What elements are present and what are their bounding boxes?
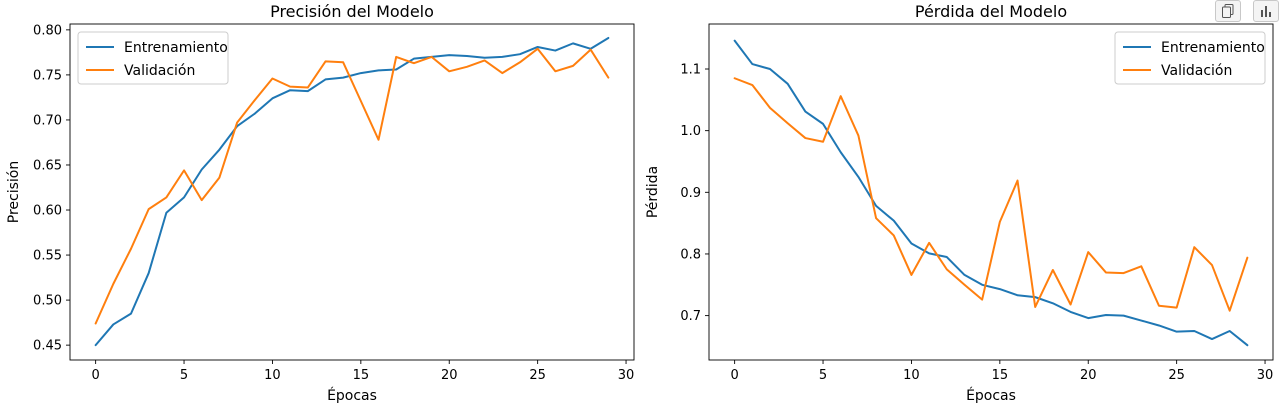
y-tick-label: 0.65 xyxy=(33,158,62,173)
chart-1: Precisión del Modelo 0 5 10 15 20 25 30 0.45 0.50… xyxy=(6,2,635,404)
y-tick-label: 0.80 xyxy=(33,23,62,38)
y-tick-label: 1.1 xyxy=(680,63,701,78)
legend-box xyxy=(1114,31,1266,85)
y-tick-label: 0.7 xyxy=(680,309,701,324)
y-tick-label: 1.0 xyxy=(680,124,701,139)
legend-label: Validación xyxy=(124,63,195,79)
copy-icon xyxy=(1222,4,1234,18)
legend: Entrenamiento Validación xyxy=(77,31,229,85)
x-tick-label: 20 xyxy=(441,368,458,383)
x-tick-label: 0 xyxy=(730,368,738,383)
legend-label: Validación xyxy=(1161,63,1232,79)
x-tick-label: 30 xyxy=(618,368,635,383)
y-tick-label: 0.70 xyxy=(33,113,62,128)
x-axis-label: Épocas xyxy=(327,387,377,404)
y-tick-label: 0.75 xyxy=(33,68,62,83)
series-line-validacion xyxy=(733,77,1249,312)
legend-box xyxy=(77,31,229,85)
x-axis-label: Épocas xyxy=(966,387,1016,404)
y-axis-label: Pérdida xyxy=(645,166,661,218)
chart-title: Pérdida del Modelo xyxy=(915,2,1067,21)
legend-label: Entrenamiento xyxy=(1161,40,1265,56)
legend: Entrenamiento Validación xyxy=(1114,31,1266,85)
plot-frame xyxy=(69,23,635,361)
x-tick-label: 5 xyxy=(180,368,188,383)
y-tick-label: 0.60 xyxy=(33,204,62,219)
series-line-entrenamiento xyxy=(94,36,610,347)
x-tick-label: 30 xyxy=(1257,368,1274,383)
x-tick-label: 25 xyxy=(1168,368,1185,383)
y-tick-label: 0.9 xyxy=(680,186,701,201)
y-tick-label: 0.45 xyxy=(33,339,62,354)
x-tick-label: 20 xyxy=(1080,368,1097,383)
bar-chart-icon xyxy=(1261,6,1271,17)
y-tick-label: 0.50 xyxy=(33,294,62,309)
y-axis-label: Precisión xyxy=(6,161,22,223)
x-tick-label: 15 xyxy=(353,368,370,383)
x-tick-label: 15 xyxy=(992,368,1009,383)
series-line-entrenamiento xyxy=(733,39,1249,347)
x-tick-label: 25 xyxy=(529,368,546,383)
legend-label: Entrenamiento xyxy=(124,40,228,56)
chart-button[interactable] xyxy=(1253,0,1279,22)
x-tick-label: 10 xyxy=(264,368,281,383)
chart-title: Precisión del Modelo xyxy=(270,2,434,21)
x-tick-label: 0 xyxy=(91,368,99,383)
y-tick-label: 0.8 xyxy=(680,247,701,262)
y-tick-label: 0.55 xyxy=(33,249,62,264)
x-tick-label: 10 xyxy=(903,368,920,383)
copy-button[interactable] xyxy=(1215,0,1241,22)
series-line-validacion xyxy=(94,47,610,325)
chart-2: Pérdida del Modelo 0 5 10 15 20 25 30 0.7 0.8 0.9 1… xyxy=(645,2,1274,404)
x-tick-label: 5 xyxy=(819,368,827,383)
